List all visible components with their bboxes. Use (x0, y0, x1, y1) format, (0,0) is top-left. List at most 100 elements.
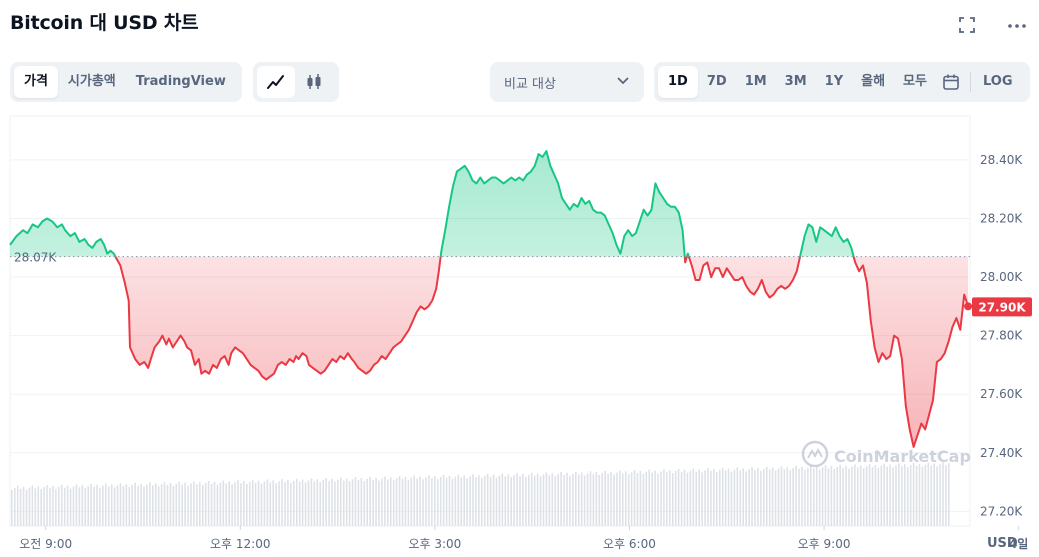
volume-bar (143, 486, 145, 527)
fullscreen-icon[interactable] (955, 16, 979, 39)
volume-bar (237, 480, 239, 526)
range-1m[interactable]: 1M (744, 74, 767, 89)
current-price-marker: 27.90K (964, 297, 1032, 317)
volume-bar (851, 466, 853, 526)
volume-bar (495, 477, 498, 527)
reference-price-label: 28.07K (14, 251, 57, 265)
tab-price[interactable]: 가격 (14, 66, 58, 98)
volume-bar (419, 476, 421, 526)
calendar-icon[interactable] (936, 66, 966, 98)
volume-bar (360, 478, 363, 526)
range-ytd[interactable]: 올해 (861, 74, 886, 89)
volume-bar (833, 469, 836, 526)
volume-bar (107, 486, 110, 526)
volume-bar (763, 468, 765, 526)
volume-bar (110, 484, 113, 526)
volume-bar (307, 480, 310, 527)
volume-bar (824, 465, 827, 526)
volume-bar (342, 480, 345, 526)
volume-bar (739, 470, 742, 526)
volume-bar (348, 481, 351, 527)
volume-bar (319, 482, 322, 527)
volume-bar (210, 483, 213, 526)
volume-bar (369, 476, 371, 526)
volume-bar (921, 466, 924, 526)
volume-bar (674, 471, 677, 526)
volume-bar (663, 469, 665, 526)
volume-bar (783, 469, 786, 526)
volume-bar (272, 480, 275, 526)
volume-bar (84, 488, 87, 527)
watermark-text: CoinMarketCap (834, 447, 971, 466)
volume-bar (184, 482, 186, 526)
chevron-down-icon (616, 75, 630, 90)
volume-bar (175, 483, 178, 526)
range-1d[interactable]: 1D (658, 66, 698, 98)
volume-bar (475, 477, 477, 526)
volume-bar (848, 468, 850, 527)
volume-bar (636, 473, 639, 526)
range-all[interactable]: 모두 (903, 74, 927, 89)
volume-bar (836, 466, 839, 527)
range-1y[interactable]: 1Y (824, 74, 844, 89)
volume-bar (19, 488, 22, 526)
volume-bar (525, 476, 527, 527)
candlestick-icon[interactable] (295, 66, 333, 98)
volume-bar (187, 485, 189, 526)
volume-bar (780, 466, 783, 526)
volume-bar (463, 475, 465, 526)
volume-bar (686, 472, 689, 526)
tab-market-cap[interactable]: 시가총액 (67, 74, 116, 89)
volume-bar (718, 469, 721, 527)
volume-bar (40, 489, 42, 526)
range-3m[interactable]: 3M (784, 74, 807, 89)
volume-bar (466, 478, 468, 527)
page-title: Bitcoin 대 USD 차트 (10, 12, 199, 34)
volume-bar (481, 478, 483, 526)
tab-tradingview[interactable]: TradingView (135, 74, 226, 89)
price-line (9, 150, 970, 448)
volume-bar (196, 484, 198, 526)
volume-bar (598, 475, 601, 526)
volume-bar (72, 486, 75, 527)
price-chart[interactable]: CoinMarketCap 28.07K 28.40K 28.20K 28.00K 2… (0, 110, 1039, 553)
volume-bar (354, 477, 357, 526)
volume-bar (310, 478, 313, 526)
volume-bar (839, 464, 841, 526)
volume-bar (660, 471, 662, 527)
compare-dropdown[interactable]: 비교 대상 (490, 62, 644, 102)
line-chart-icon[interactable] (257, 66, 295, 98)
volume-bar (66, 485, 69, 526)
volume-bar (381, 478, 383, 526)
volume-bar (337, 479, 339, 527)
volume-bar (96, 484, 98, 526)
volume-bar (219, 482, 222, 527)
volume-bar (157, 486, 160, 526)
volume-bar (595, 472, 598, 526)
volume-bar (707, 468, 709, 526)
volume-bar (510, 477, 512, 526)
volume-bar (862, 468, 865, 526)
y-tick-label: 27.80K (980, 329, 1023, 343)
volume-bar (295, 478, 298, 526)
more-horizontal-icon[interactable] (1005, 16, 1029, 39)
volume-bar (398, 476, 401, 526)
volume-bar (616, 472, 618, 526)
volume-bar (898, 463, 900, 526)
volume-bar (31, 485, 34, 526)
log-toggle[interactable]: LOG (982, 74, 1013, 89)
volume-bar (845, 465, 847, 526)
volume-bar (804, 469, 806, 526)
x-tick-label: 오전 9:00 (19, 537, 72, 551)
volume-bar (293, 480, 295, 526)
volume-bar (140, 483, 142, 526)
volume-bar (457, 474, 460, 526)
volume-bar (909, 465, 912, 526)
volume-bar (642, 473, 645, 527)
price-line-down (114, 256, 970, 448)
volume-bar (190, 483, 192, 527)
volume-bar (472, 474, 474, 526)
range-7d[interactable]: 7D (706, 74, 727, 89)
volume-bar (222, 480, 225, 526)
volume-bar (789, 470, 792, 527)
